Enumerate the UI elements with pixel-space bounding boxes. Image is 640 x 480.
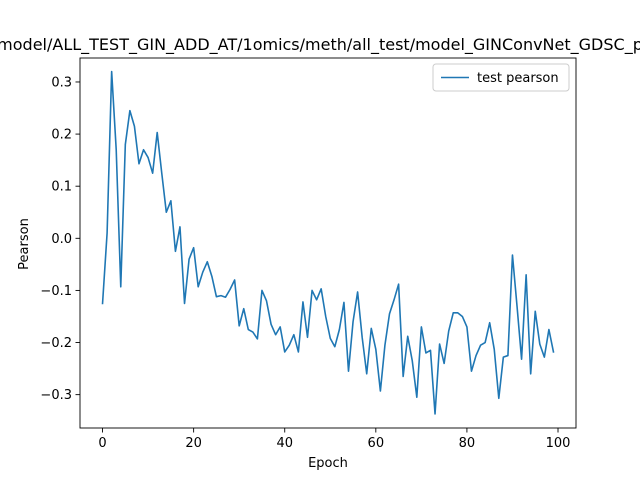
legend: test pearson bbox=[432, 63, 570, 92]
y-tick-label: −0.2 bbox=[40, 336, 72, 351]
x-tick-label: 40 bbox=[276, 436, 293, 451]
x-tick-label: 80 bbox=[459, 436, 476, 451]
x-axis-label: Epoch bbox=[308, 456, 348, 471]
y-tick-label: −0.3 bbox=[40, 388, 72, 403]
y-axis-ticks: −0.3 −0.2 −0.1 0.0 0.1 0.2 0.3 bbox=[40, 75, 80, 403]
y-axis-label: Pearson bbox=[17, 218, 32, 270]
x-axis-ticks: 0 20 40 60 80 100 bbox=[98, 428, 570, 451]
x-tick-label: 100 bbox=[546, 436, 571, 451]
x-tick-label: 60 bbox=[368, 436, 385, 451]
axes-frame bbox=[79, 57, 577, 429]
legend-box bbox=[432, 63, 570, 92]
y-tick-label: 0.1 bbox=[51, 180, 72, 195]
x-tick-label: 20 bbox=[185, 436, 202, 451]
series-line-0 bbox=[101, 70, 555, 415]
y-tick-label: 0.3 bbox=[51, 75, 72, 90]
x-tick-label: 0 bbox=[98, 436, 106, 451]
chart-title: model/ALL_TEST_GIN_ADD_AT/1omics/meth/al… bbox=[0, 35, 640, 55]
legend-label: test pearson bbox=[477, 71, 559, 86]
y-tick-label: −0.1 bbox=[40, 284, 72, 299]
plot-area bbox=[79, 57, 577, 429]
y-tick-label: 0.2 bbox=[51, 128, 72, 143]
y-tick-label: 0.0 bbox=[51, 232, 72, 247]
